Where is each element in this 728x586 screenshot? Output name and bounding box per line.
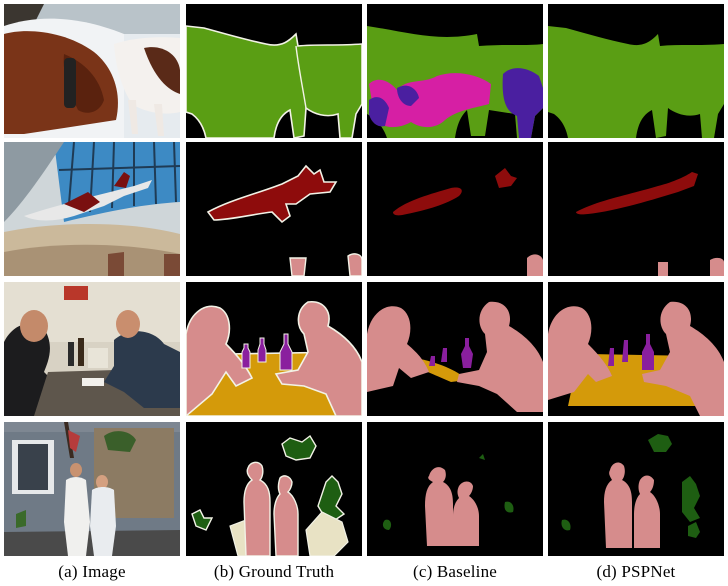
row3-ground-truth [186,282,362,416]
caption-pspnet: (d) PSPNet [596,562,676,581]
caption-baseline: (c) Baseline [412,562,498,581]
people-porch-pspnet-mask [548,422,724,556]
people-porch-gt-mask [186,422,362,556]
aeroplane-pspnet-mask [548,142,724,276]
people-table-gt-mask [186,282,362,416]
row3-baseline [367,282,543,416]
aeroplane-gt-mask [186,142,362,276]
row4-baseline [367,422,543,556]
caption-ground-truth: (b) Ground Truth [213,562,335,581]
caption-image: (a) Image [58,562,126,581]
row4-pspnet [548,422,724,556]
cow-baseline-mask [367,4,543,138]
people-table-baseline-mask [367,282,543,416]
aeroplane-photo [4,142,180,276]
row1-ground-truth [186,4,362,138]
row2-image [4,142,180,276]
people-table-pspnet-mask [548,282,724,416]
row1-baseline [367,4,543,138]
row2-baseline [367,142,543,276]
people-table-photo [4,282,180,416]
cow-gt-mask [186,4,362,138]
row1-image [4,4,180,138]
cow-photo [4,4,180,138]
row3-pspnet [548,282,724,416]
row4-image [4,422,180,556]
cow-pspnet-mask [548,4,724,138]
row2-pspnet [548,142,724,276]
people-porch-baseline-mask [367,422,543,556]
row2-ground-truth [186,142,362,276]
aeroplane-baseline-mask [367,142,543,276]
row4-ground-truth [186,422,362,556]
people-porch-photo [4,422,180,556]
row1-pspnet [548,4,724,138]
row3-image [4,282,180,416]
